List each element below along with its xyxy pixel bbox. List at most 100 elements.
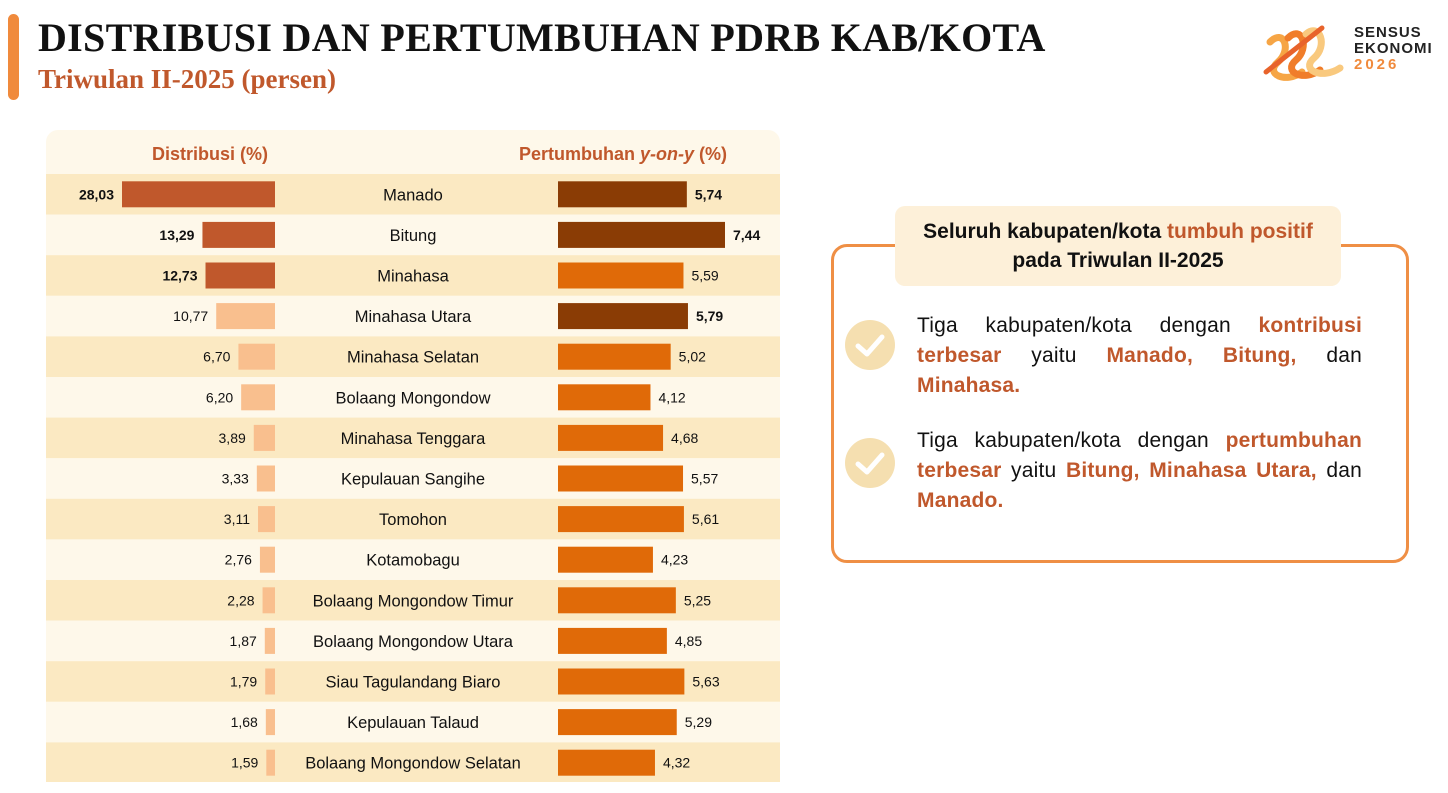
check-circle-icon (845, 320, 895, 370)
distribution-bar (253, 424, 275, 451)
growth-bar (558, 587, 676, 614)
distribution-value-label: 1,87 (230, 633, 257, 649)
growth-bar (558, 303, 688, 330)
logo-line-year: 2026 (1354, 56, 1400, 73)
distribution-bar (265, 668, 275, 695)
insight2-highlight-d: Bitung, Minahasa Utara, (1065, 459, 1317, 482)
table-row-band (46, 539, 780, 580)
growth-value-label: 5,59 (691, 268, 718, 284)
distribution-value-label: 2,76 (225, 552, 252, 568)
table-row-band (46, 742, 780, 782)
growth-value-label: 7,44 (733, 227, 760, 243)
distribution-bar (259, 546, 275, 573)
chart-panel: Distribusi (%) Pertumbuhan y-on-y (%) 28… (46, 130, 780, 782)
callout-heading-highlight: tumbuh positif (1167, 220, 1313, 243)
distribution-bar (266, 749, 275, 776)
growth-bar (558, 221, 725, 248)
sensus-ekonomi-logo-icon (1263, 25, 1344, 81)
summary-callout-box (831, 244, 1409, 563)
region-label: Bolaang Mongondow Selatan (305, 755, 521, 773)
insight2-text-e: dan (1316, 459, 1362, 482)
distribution-value-label: 1,68 (231, 714, 258, 730)
callout-heading-text-a: Seluruh kabupaten/kota (923, 220, 1168, 243)
insight1-text-a: Tiga kabupaten/kota dengan (917, 314, 1259, 337)
distribution-value-label: 28,03 (79, 186, 114, 202)
check-circle-icon (845, 438, 895, 488)
growth-value-label: 4,12 (658, 389, 685, 405)
sensus-ekonomi-logo: SENSUS EKONOMI 2026 (1262, 20, 1434, 88)
growth-bar (558, 424, 664, 451)
title-accent-bar (8, 14, 19, 100)
distribution-value-label: 6,20 (206, 389, 233, 405)
region-label: Minahasa Utara (355, 308, 472, 326)
bar-chart: 28,03 Manado 5,74 13,29 Bitung 7,44 12,73 Minah… (46, 174, 780, 782)
distribution-bar (202, 221, 275, 248)
distribution-bar (122, 181, 275, 208)
region-label: Kepulauan Talaud (347, 714, 479, 732)
growth-value-label: 4,68 (671, 430, 698, 446)
insight-contribution: Tiga kabupaten/kota dengan kontribusi te… (917, 311, 1362, 401)
logo-line-sensus: SENSUS (1354, 24, 1422, 41)
growth-value-label: 5,25 (684, 592, 711, 608)
logo-line-ekonomi: EKONOMI (1354, 40, 1433, 57)
growth-header-suffix: (%) (694, 144, 728, 164)
distribution-bar (238, 343, 275, 370)
distribution-value-label: 2,28 (227, 592, 254, 608)
growth-bar (558, 627, 667, 654)
region-label: Kepulauan Sangihe (341, 471, 485, 489)
distribution-value-label: 10,77 (173, 308, 208, 324)
growth-bar (558, 465, 684, 492)
distribution-bar (205, 262, 275, 289)
callout-heading: Seluruh kabupaten/kota tumbuh positif pa… (895, 206, 1341, 286)
growth-bar (558, 384, 651, 411)
insight-growth: Tiga kabupaten/kota dengan pertumbuhan t… (917, 426, 1362, 516)
distribution-bar (216, 303, 275, 330)
growth-value-label: 5,63 (692, 674, 719, 690)
distribution-bar (265, 709, 275, 736)
region-label: Tomohon (379, 511, 447, 529)
insight2-text-c: yaitu (1001, 459, 1066, 482)
growth-bar (558, 668, 685, 695)
region-label: Siau Tagulandang Biaro (326, 674, 501, 692)
growth-bar (558, 181, 687, 208)
region-label: Minahasa (377, 268, 449, 286)
insight2-highlight-f: Manado. (917, 489, 1004, 512)
distribution-bar (256, 465, 275, 492)
growth-bar (558, 749, 655, 776)
insight2-highlight-b: pertumbuhan terbesar (917, 429, 1362, 482)
distribution-value-label: 3,89 (219, 430, 246, 446)
growth-bar (558, 343, 671, 370)
distribution-value-label: 3,11 (224, 511, 250, 527)
distribution-value-label: 13,29 (159, 227, 194, 243)
growth-value-label: 5,29 (685, 714, 712, 730)
distribution-value-label: 12,73 (162, 268, 197, 284)
growth-value-label: 5,57 (691, 471, 718, 487)
growth-header-prefix: Pertumbuhan (519, 144, 641, 164)
growth-value-label: 5,79 (696, 308, 723, 324)
insight1-text-c: yaitu (1001, 344, 1107, 367)
growth-value-label: 4,85 (675, 633, 702, 649)
growth-value-label: 4,23 (661, 552, 688, 568)
distribution-value-label: 1,79 (230, 674, 257, 690)
insight1-highlight-a: kontribusi terbesar (917, 314, 1362, 367)
distribution-column-header: Distribusi (%) (152, 144, 269, 164)
distribution-value-label: 1,59 (231, 755, 258, 771)
distribution-bar (241, 384, 275, 411)
distribution-bar (264, 627, 275, 654)
growth-bar (558, 506, 684, 533)
callout-heading-text-c: pada Triwulan II-2025 (1012, 249, 1224, 272)
growth-column-header: Pertumbuhan y-on-y (%) (519, 144, 727, 165)
growth-value-label: 5,61 (692, 511, 719, 527)
growth-header-italic: y-on-y (640, 144, 695, 164)
insight1-highlight-d: Manado, Bitung, (1106, 344, 1297, 367)
region-label: Manado (383, 186, 443, 204)
insight1-text-e: dan (1296, 344, 1362, 367)
insight1-highlight-f: Minahasa. (917, 374, 1021, 397)
logo-wordmark: SENSUS EKONOMI 2026 (1354, 25, 1433, 73)
distribution-bar (262, 587, 275, 614)
insight2-text-a: Tiga kabupaten/kota dengan (917, 429, 1226, 452)
distribution-bar (258, 506, 275, 533)
page-subtitle: Triwulan II-2025 (persen) (38, 64, 337, 94)
growth-bar (558, 262, 684, 289)
distribution-value-label: 6,70 (203, 349, 230, 365)
